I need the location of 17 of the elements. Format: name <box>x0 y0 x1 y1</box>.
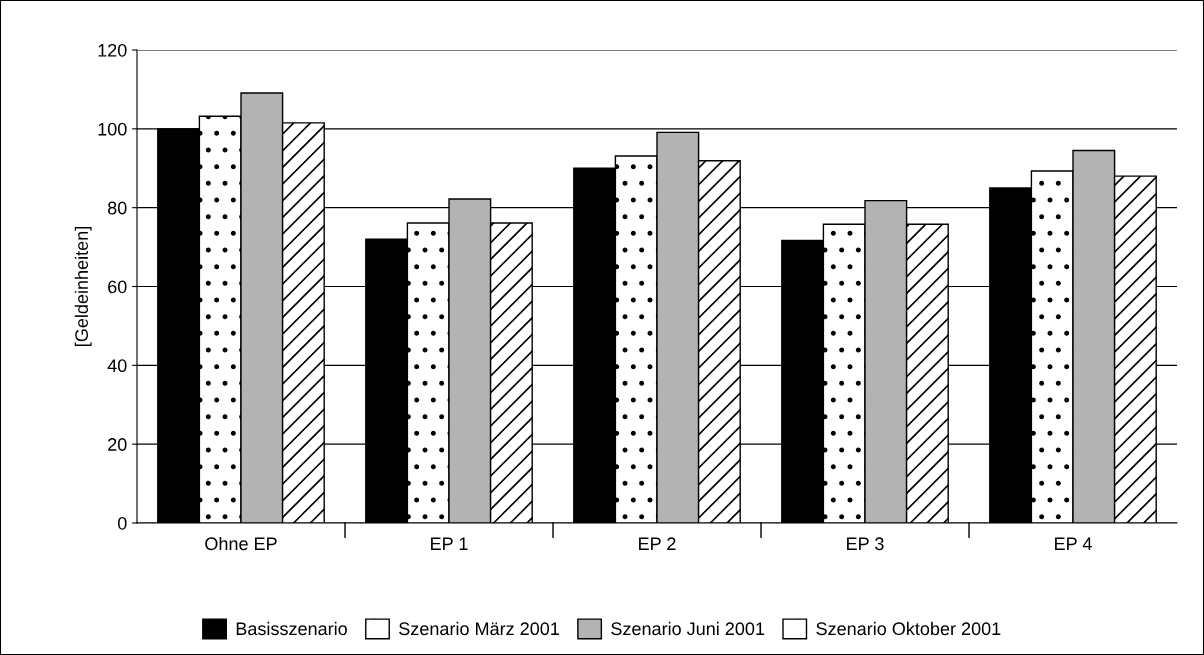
y-tick-label: 100 <box>98 122 127 136</box>
legend-label: Szenario Oktober 2001 <box>816 621 1001 636</box>
legend-label: Basisszenario <box>236 621 347 636</box>
y-tick-label: 80 <box>107 201 127 215</box>
x-tick-label: EP 1 <box>431 537 468 550</box>
y-axis-title: [Geldeinheiten] <box>74 227 92 346</box>
y-tick-label: 40 <box>107 359 127 373</box>
y-tick-label: 120 <box>98 43 127 57</box>
legend-label: Szenario Juni 2001 <box>611 621 765 636</box>
y-tick-label: 20 <box>108 438 127 451</box>
x-tick-label: EP 4 <box>1055 537 1092 550</box>
x-tick-label: EP 3 <box>847 537 884 551</box>
y-tick-label: 0 <box>117 516 127 530</box>
x-tick-label: EP 2 <box>639 537 676 550</box>
x-tick-label: Ohne EP <box>205 536 277 551</box>
legend-label: Szenario März 2001 <box>399 621 559 636</box>
y-tick-label: 60 <box>108 280 127 294</box>
